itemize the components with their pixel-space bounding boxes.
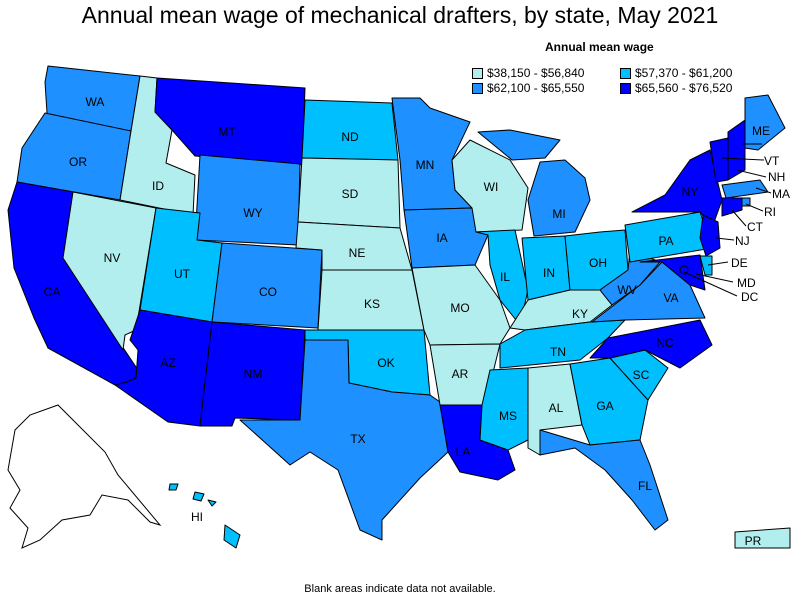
label-NH: NH	[768, 170, 785, 184]
label-KS: KS	[364, 297, 380, 311]
state-WY[interactable]	[194, 154, 301, 246]
state-HI-island-1[interactable]	[168, 483, 179, 491]
label-PR: PR	[745, 534, 762, 548]
label-NM: NM	[244, 367, 263, 381]
state-MT[interactable]	[154, 77, 306, 166]
label-KY: KY	[572, 307, 588, 321]
label-CA: CA	[44, 285, 61, 299]
label-NY: NY	[682, 185, 699, 199]
legend-item-2: $57,370 - $61,200	[620, 66, 732, 80]
label-WY: WY	[243, 206, 262, 220]
state-WI[interactable]	[451, 139, 529, 233]
state-HI-island-3[interactable]	[207, 499, 217, 507]
label-ID: ID	[152, 179, 164, 193]
label-PA: PA	[658, 234, 673, 248]
label-MD: MD	[737, 276, 756, 290]
label-LA: LA	[456, 445, 471, 459]
label-AR: AR	[452, 367, 469, 381]
state-MO[interactable]	[411, 264, 511, 346]
label-CO: CO	[259, 285, 277, 299]
label-WI: WI	[484, 180, 499, 194]
label-OR: OR	[69, 155, 87, 169]
label-MI: MI	[552, 207, 565, 221]
state-MD[interactable]	[639, 254, 706, 291]
label-NV: NV	[104, 251, 121, 265]
state-IA[interactable]	[403, 207, 489, 269]
label-UT: UT	[174, 267, 191, 281]
label-MA: MA	[772, 187, 790, 201]
label-RI: RI	[764, 205, 776, 219]
state-MI[interactable]	[527, 159, 591, 237]
label-FL: FL	[638, 479, 652, 493]
state-DC[interactable]	[679, 265, 689, 275]
label-ME: ME	[752, 124, 770, 138]
state-DE[interactable]	[699, 255, 713, 276]
label-NJ: NJ	[735, 234, 750, 248]
state-TX[interactable]	[239, 339, 449, 541]
label-VA: VA	[663, 291, 678, 305]
label-NE: NE	[349, 246, 366, 260]
state-PR[interactable]	[734, 527, 791, 549]
label-GA: GA	[596, 399, 613, 413]
label-WV: WV	[617, 283, 636, 297]
state-FL[interactable]	[539, 429, 669, 531]
label-MO: MO	[450, 301, 469, 315]
legend-swatch-2	[620, 67, 631, 79]
leader-lines	[683, 143, 772, 297]
state-ME[interactable]	[744, 94, 786, 151]
footnote: Blank areas indicate data not available.	[304, 583, 496, 595]
label-WA: WA	[86, 95, 105, 109]
map-title: Annual mean wage of mechanical drafters,…	[81, 2, 719, 28]
legend-swatch-4	[620, 82, 631, 94]
legend-swatch-3	[472, 82, 483, 94]
label-TN: TN	[550, 345, 566, 359]
label-CT: CT	[747, 220, 764, 234]
legend-item-3: $62,100 - $65,550	[472, 81, 584, 95]
legend-item-1: $38,150 - $56,840	[472, 66, 584, 80]
legend-swatch-1	[472, 67, 483, 79]
label-IA: IA	[436, 231, 447, 245]
label-VT: VT	[764, 154, 780, 168]
label-ND: ND	[341, 130, 359, 144]
label-IN: IN	[543, 266, 555, 280]
state-TN[interactable]	[499, 319, 626, 369]
state-HI-island-2[interactable]	[192, 491, 205, 502]
label-AL: AL	[549, 401, 564, 415]
state-MI-UP[interactable]	[477, 129, 561, 161]
label-OH: OH	[589, 256, 607, 270]
state-NJ[interactable]	[699, 214, 721, 257]
state-HI-island-4[interactable]	[223, 524, 241, 549]
state-NH[interactable]	[727, 119, 746, 181]
label-OK: OK	[377, 356, 394, 370]
label-HI: HI	[191, 510, 203, 524]
label-MN: MN	[416, 158, 435, 172]
label-MT: MT	[218, 125, 236, 139]
label-MS: MS	[499, 409, 517, 423]
label-SD: SD	[342, 187, 359, 201]
label-SC: SC	[633, 368, 650, 382]
label-DE: DE	[731, 256, 748, 270]
label-DC: DC	[741, 290, 759, 304]
label-AZ: AZ	[160, 356, 175, 370]
legend-item-4: $65,560 - $76,520	[620, 81, 732, 95]
state-NC[interactable]	[589, 319, 713, 369]
label-IL: IL	[500, 270, 510, 284]
legend-label-1: $38,150 - $56,840	[487, 66, 585, 80]
legend-title: Annual mean wage	[545, 40, 654, 54]
state-MA[interactable]	[721, 179, 769, 199]
label-NC: NC	[656, 336, 674, 350]
state-AK[interactable]	[7, 404, 162, 549]
legend-label-3: $62,100 - $65,550	[487, 81, 585, 95]
label-TX: TX	[350, 432, 365, 446]
state-CT[interactable]	[721, 197, 743, 217]
legend-label-2: $57,370 - $61,200	[635, 66, 733, 80]
state-IL[interactable]	[475, 229, 529, 326]
legend-label-4: $65,560 - $76,520	[635, 81, 733, 95]
